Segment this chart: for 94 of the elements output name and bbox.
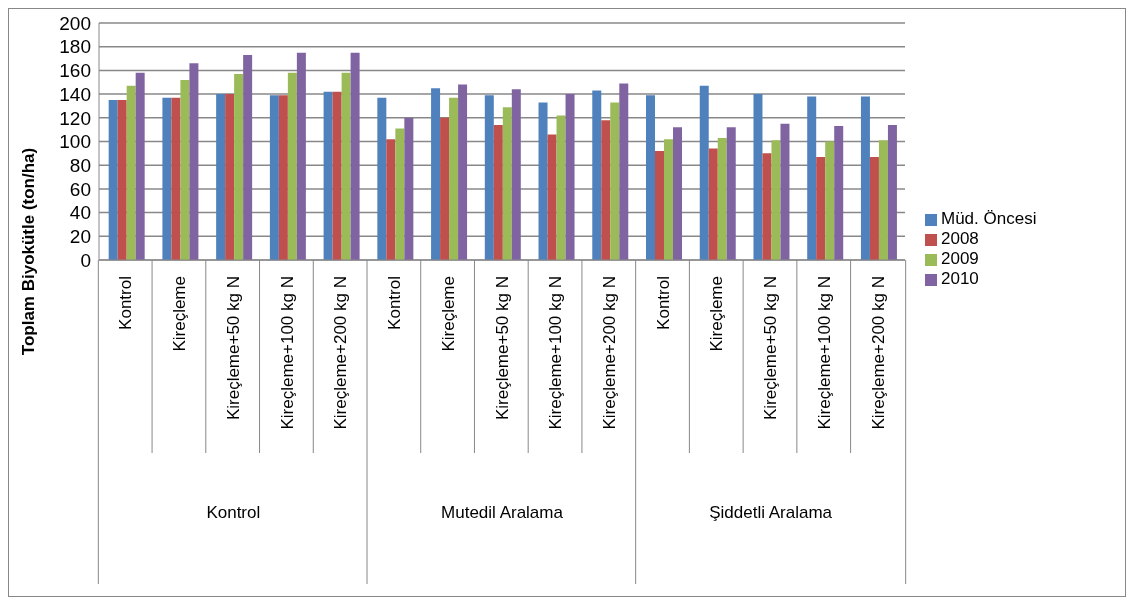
- y-tick-label: 120: [59, 107, 91, 129]
- bar: [878, 140, 888, 260]
- bar: [440, 117, 450, 260]
- bar: [350, 52, 360, 260]
- y-tick-label: 160: [59, 60, 91, 82]
- bar: [717, 137, 727, 260]
- bar: [860, 96, 870, 260]
- bar: [664, 139, 674, 260]
- bar: [323, 91, 333, 260]
- bar: [126, 85, 136, 260]
- x-tick-label: Kireçleme+200 kg N: [868, 276, 888, 430]
- x-tick-label: Kireçleme+50 kg N: [761, 276, 781, 421]
- bar: [395, 128, 405, 260]
- bar: [780, 123, 790, 260]
- x-tick-label: Kireçleme: [438, 276, 458, 352]
- y-axis-title: Toplam Biyokütle (ton/ha): [19, 147, 39, 356]
- bar: [493, 124, 503, 260]
- bar: [243, 55, 253, 260]
- bar: [162, 97, 172, 260]
- x-tick-label: Kireçleme+200 kg N: [599, 276, 619, 430]
- bar: [180, 79, 190, 260]
- bar: [108, 100, 118, 260]
- bar: [538, 102, 548, 260]
- y-tick-label: 140: [59, 83, 91, 105]
- bar: [592, 90, 602, 260]
- text: Şiddetli Aralama: [709, 503, 833, 522]
- legend-label: 2010: [941, 269, 979, 288]
- bar: [216, 94, 226, 260]
- bar: [296, 52, 306, 260]
- bar: [825, 141, 835, 260]
- bar: [565, 94, 575, 260]
- bar: [502, 107, 512, 260]
- bar: [771, 140, 781, 260]
- x-tick-label: Kireçleme: [707, 276, 727, 352]
- y-tick-label: 80: [69, 154, 91, 176]
- bar: [225, 94, 235, 260]
- x-tick-label: Kontrol: [385, 276, 405, 330]
- bar: [484, 95, 494, 260]
- bar: [753, 94, 763, 260]
- bar: [673, 127, 683, 260]
- bar: [726, 127, 736, 260]
- bar: [332, 91, 342, 260]
- bar: [807, 96, 817, 260]
- x-tick-label: Kontrol: [116, 276, 136, 330]
- bar: [404, 117, 414, 260]
- bar: [816, 156, 826, 260]
- x-tick-label: Kireçleme+100 kg N: [814, 276, 834, 430]
- y-tick-label: 200: [59, 12, 91, 34]
- bar: [619, 83, 629, 260]
- bar: [511, 89, 521, 260]
- bar: [287, 72, 297, 260]
- bar: [834, 126, 844, 260]
- legend-label: 2008: [941, 229, 979, 248]
- bar: [556, 115, 566, 260]
- bar: [278, 95, 288, 260]
- bar: [117, 100, 127, 260]
- bar: [458, 84, 468, 260]
- legend-label: 2009: [941, 249, 979, 268]
- x-tick-label: Kireçleme+100 kg N: [277, 276, 297, 430]
- y-tick-label: 40: [69, 202, 91, 224]
- bar: [135, 72, 145, 260]
- bar: [646, 95, 656, 260]
- x-tick-label: Kireçleme+100 kg N: [546, 276, 566, 430]
- bar: [601, 120, 611, 260]
- bar: [869, 156, 879, 260]
- bar: [189, 63, 199, 260]
- bar: [610, 102, 620, 260]
- bar: [887, 124, 897, 260]
- bar: [171, 97, 181, 260]
- y-tick-label: 20: [69, 226, 91, 248]
- x-tick-label: Kireçleme+200 kg N: [331, 276, 351, 430]
- legend-label: Müd. Öncesi: [941, 209, 1037, 228]
- text: Mutedil Aralama: [441, 503, 564, 522]
- bar: [269, 95, 279, 260]
- y-tick-label: 0: [80, 249, 91, 271]
- bar: [762, 153, 772, 260]
- y-tick-label: 100: [59, 131, 91, 153]
- bar: [234, 73, 244, 260]
- text: Kontrol: [206, 503, 261, 522]
- x-tick-label: Kontrol: [653, 276, 673, 330]
- bar: [547, 134, 557, 260]
- bar: [655, 150, 665, 260]
- bar: [708, 148, 718, 260]
- x-tick-label: Kireçleme+50 kg N: [492, 276, 512, 421]
- x-tick-label: Kireçleme: [170, 276, 190, 352]
- bar: [699, 85, 709, 260]
- y-tick-label: 180: [59, 36, 91, 58]
- bar: [449, 97, 459, 260]
- y-tick-label: 60: [69, 178, 91, 200]
- bar: [377, 97, 387, 260]
- x-tick-label: Kireçleme+50 kg N: [223, 276, 243, 421]
- bar: [341, 72, 351, 260]
- bar: [431, 88, 441, 260]
- bar: [386, 139, 396, 260]
